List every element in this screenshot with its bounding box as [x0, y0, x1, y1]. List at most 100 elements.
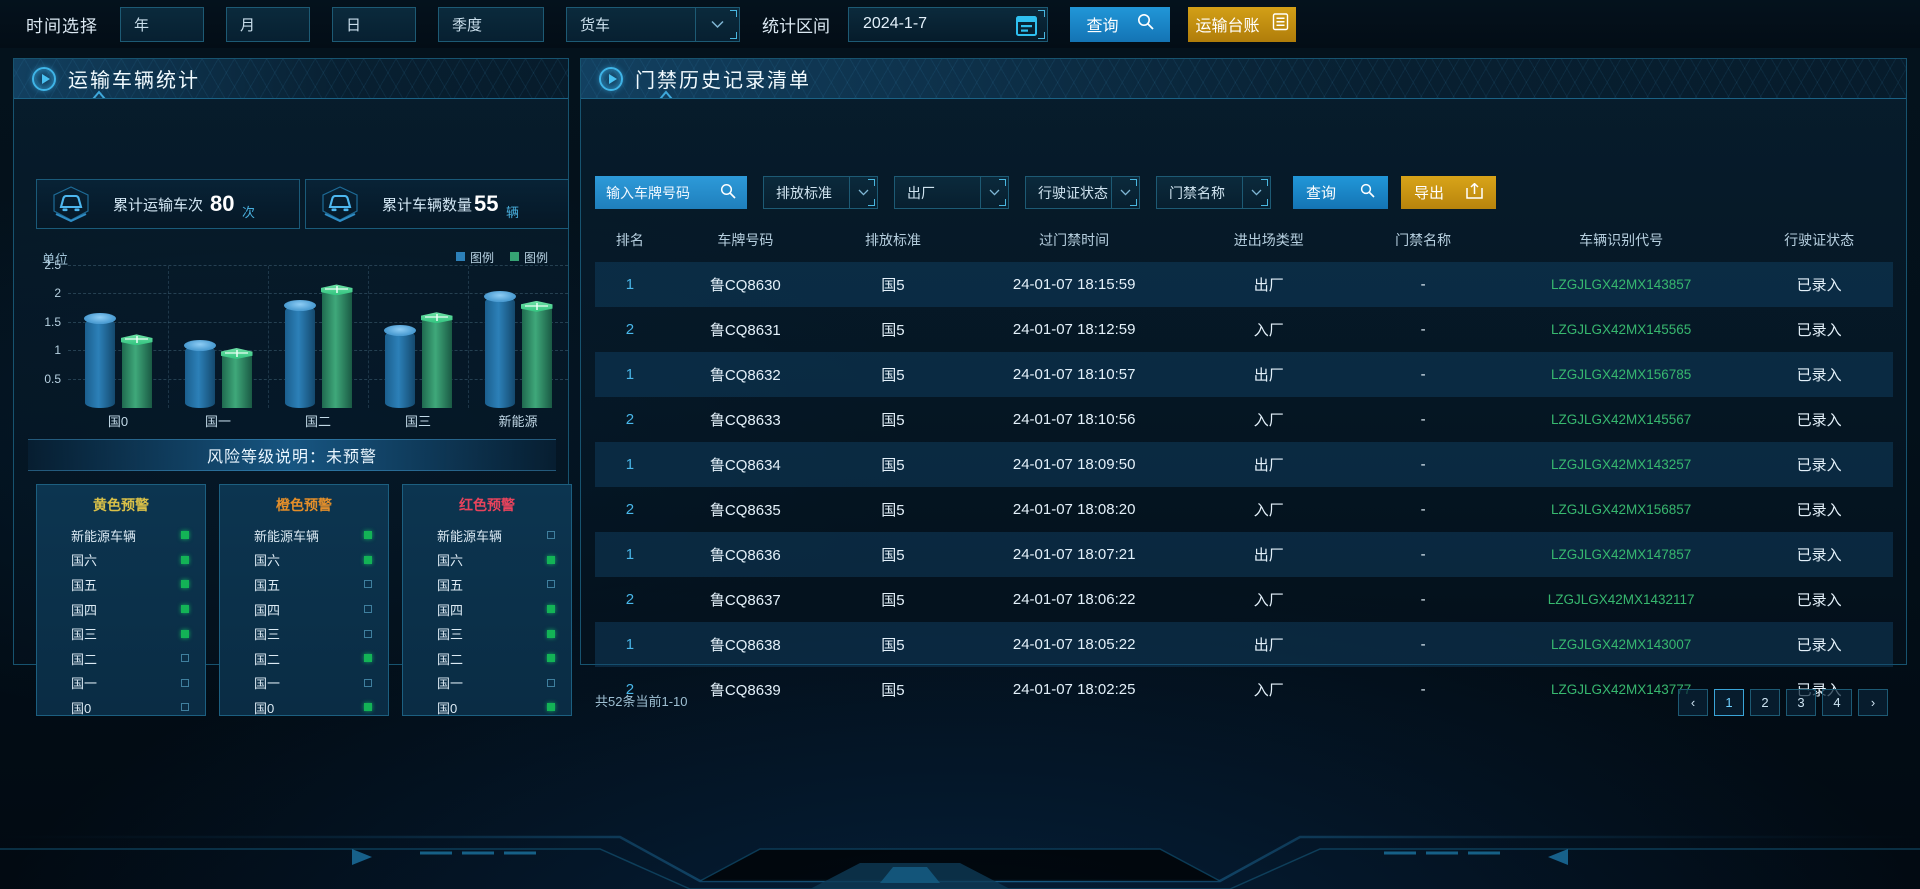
table-column-header[interactable]: 排名	[615, 232, 644, 248]
chart-x-tick-label: 国二	[304, 414, 331, 429]
table-cell: -	[1349, 307, 1497, 352]
date-range-input[interactable]: 2024-1-7	[848, 6, 1048, 42]
chart-bar-cap	[520, 300, 553, 312]
search-icon[interactable]	[720, 183, 736, 202]
warning-row-label: 国五	[437, 577, 464, 593]
cell-gate: -	[1420, 681, 1426, 698]
chevron-down-icon[interactable]	[980, 177, 1008, 208]
pagination-page-2[interactable]: 2	[1750, 689, 1780, 716]
corner-accent-tr	[868, 179, 875, 186]
transport-ledger-button[interactable]: 运输台账	[1188, 6, 1296, 42]
filter-factory[interactable]: 出厂	[894, 176, 1009, 209]
time-segment-day-label: 日	[346, 16, 362, 34]
time-segment-month[interactable]: 月	[226, 6, 310, 42]
query-button[interactable]: 查询	[1070, 6, 1170, 42]
warning-status-dot	[181, 580, 189, 589]
table-cell: 国5	[825, 532, 961, 577]
pagination-prev[interactable]: ‹	[1678, 689, 1708, 716]
chevron-down-icon[interactable]	[849, 177, 877, 208]
cell-state: 已录入	[1796, 547, 1842, 564]
table-cell: 已录入	[1745, 577, 1893, 622]
pagination-next[interactable]: ›	[1858, 689, 1888, 716]
table-header-row: 排名 车牌号码 排放标准 过门禁时间 进出场类型 门禁名称 车辆识别代号 行驶证状态	[595, 222, 1893, 262]
cell-time: 24-01-07 18:07:21	[1012, 546, 1136, 563]
export-button[interactable]: 导出	[1401, 176, 1496, 209]
table-row[interactable]: 2 鲁CQ8635 国5 24-01-07 18:08:20 入厂 - LZGJLGX42M…	[595, 487, 1893, 532]
table-row[interactable]: 1 鲁CQ8632 国5 24-01-07 18:10:57 出厂 - LZGJLGX42M…	[595, 352, 1893, 397]
cell-plate: 鲁CQ8635	[709, 502, 781, 519]
table-column-header[interactable]: 排放标准	[864, 232, 921, 248]
cell-time: 24-01-07 18:06:22	[1012, 591, 1136, 608]
warning-row: 国二	[403, 646, 571, 671]
warning-row: 国0	[403, 695, 571, 720]
corner-accent-br	[999, 199, 1006, 206]
calendar-icon[interactable]	[1015, 14, 1038, 37]
time-segment-month-label: 月	[240, 16, 256, 34]
warning-row-label: 新能源车辆	[71, 528, 137, 544]
cell-vin: LZGJLGX42MX156857	[1550, 502, 1692, 517]
filter-emission-standard[interactable]: 排放标准	[763, 176, 878, 209]
table-row[interactable]: 2 鲁CQ8637 国5 24-01-07 18:06:22 入厂 - LZGJLGX42M…	[595, 577, 1893, 622]
table-cell: 24-01-07 18:06:22	[960, 577, 1188, 622]
play-triangle-icon	[32, 66, 56, 91]
time-segment-year[interactable]: 年	[120, 6, 204, 42]
table-row[interactable]: 2 鲁CQ8631 国5 24-01-07 18:12:59 入厂 - LZGJLGX42M…	[595, 307, 1893, 352]
cell-gate: -	[1420, 321, 1426, 338]
chart-bar-body	[121, 340, 152, 408]
cell-vin: LZGJLGX42MX143007	[1550, 637, 1692, 652]
warning-status-dot	[181, 678, 189, 687]
table-cell: -	[1349, 397, 1497, 442]
chart-bar-group	[468, 266, 568, 408]
table-column-header[interactable]: 进出场类型	[1233, 232, 1304, 248]
cell-type: 出厂	[1253, 457, 1284, 474]
warning-row-label: 国三	[437, 627, 464, 643]
chevron-down-icon[interactable]	[1111, 177, 1139, 208]
table-row[interactable]: 1 鲁CQ8638 国5 24-01-07 18:05:22 出厂 - LZGJLGX42M…	[595, 622, 1893, 667]
vehicle-type-select[interactable]: 货车	[566, 6, 740, 42]
table-column-header[interactable]: 过门禁时间	[1039, 232, 1110, 248]
filter-gate-name-value: 门禁名称	[1169, 184, 1225, 201]
cell-rank: 2	[625, 681, 635, 698]
filter-gate-name[interactable]: 门禁名称	[1156, 176, 1271, 209]
table-row[interactable]: 1 鲁CQ8636 国5 24-01-07 18:07:21 出厂 - LZGJLGX42M…	[595, 532, 1893, 577]
cell-state: 已录入	[1796, 322, 1842, 339]
warning-box-group: 黄色预警 新能源车辆 国六 国五 国四 国三 国二 国一 国0 橙色预警 新能源车辆 国六 国五 国四 国三…	[36, 484, 572, 716]
table-column-header[interactable]: 行驶证状态	[1784, 232, 1855, 248]
filter-license-state[interactable]: 行驶证状态	[1025, 176, 1140, 209]
cell-emission: 国5	[881, 367, 905, 384]
chevron-down-icon[interactable]	[695, 7, 739, 41]
warning-row-label: 新能源车辆	[254, 528, 320, 544]
table-body: 1 鲁CQ8630 国5 24-01-07 18:15:59 出厂 - LZGJLGX42M…	[595, 262, 1893, 712]
warning-row-label: 国六	[437, 553, 464, 569]
plate-search-input[interactable]: 输入车牌号码	[595, 176, 747, 209]
warning-status-dot	[364, 605, 372, 614]
pagination-page-1[interactable]: 1	[1714, 689, 1744, 716]
table-cell: 已录入	[1745, 262, 1893, 307]
chart-legend-item[interactable]: 图例	[455, 249, 494, 266]
table-row[interactable]: 2 鲁CQ8633 国5 24-01-07 18:10:56 入厂 - LZGJLGX42M…	[595, 397, 1893, 442]
filter-license-state-value: 行驶证状态	[1038, 184, 1108, 201]
table-column-header[interactable]: 车牌号码	[717, 232, 774, 248]
chevron-down-icon[interactable]	[1242, 177, 1270, 208]
table-cell: 出厂	[1188, 352, 1350, 397]
table-row[interactable]: 1 鲁CQ8634 国5 24-01-07 18:09:50 出厂 - LZGJLGX42M…	[595, 442, 1893, 487]
table-row[interactable]: 2 鲁CQ8639 国5 24-01-07 18:02:25 入厂 - LZGJLGX42M…	[595, 667, 1893, 712]
chart-legend-item[interactable]: 图例	[509, 249, 548, 266]
pagination-page-4[interactable]: 4	[1822, 689, 1852, 716]
car-icon	[312, 181, 368, 227]
chart-unit-label: 单位	[42, 252, 69, 267]
table-cell: LZGJLGX42MX143857	[1496, 262, 1746, 307]
pagination-page-3[interactable]: 3	[1786, 689, 1816, 716]
clipboard-icon	[1272, 12, 1289, 36]
table-column-header[interactable]: 车辆识别代号	[1579, 232, 1664, 248]
table-column-header[interactable]: 门禁名称	[1395, 232, 1452, 248]
table-cell: 24-01-07 18:09:50	[960, 442, 1189, 487]
cell-rank: 1	[625, 456, 635, 473]
time-segment-day[interactable]: 日	[332, 6, 416, 42]
table-row[interactable]: 1 鲁CQ8630 国5 24-01-07 18:15:59 出厂 - LZGJLGX42M…	[595, 262, 1893, 307]
table-query-button[interactable]: 查询	[1293, 176, 1388, 209]
chart-gridline: 0.5	[44, 372, 568, 386]
cell-type: 出厂	[1253, 367, 1284, 384]
table-cell: 入厂	[1188, 667, 1349, 712]
time-segment-quarter[interactable]: 季度	[438, 6, 544, 42]
